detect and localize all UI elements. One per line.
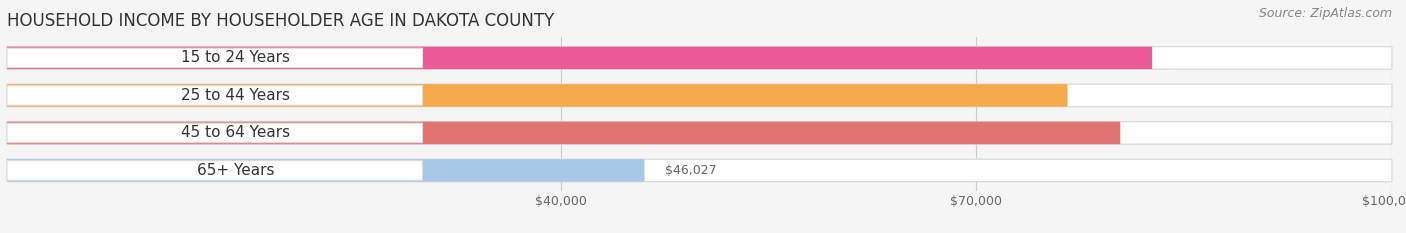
Text: 15 to 24 Years: 15 to 24 Years (181, 50, 290, 65)
FancyBboxPatch shape (7, 47, 1152, 69)
FancyBboxPatch shape (7, 123, 422, 143)
FancyBboxPatch shape (7, 161, 422, 180)
Text: HOUSEHOLD INCOME BY HOUSEHOLDER AGE IN DAKOTA COUNTY: HOUSEHOLD INCOME BY HOUSEHOLDER AGE IN D… (7, 12, 554, 30)
FancyBboxPatch shape (7, 84, 1067, 107)
Text: Source: ZipAtlas.com: Source: ZipAtlas.com (1258, 7, 1392, 20)
FancyBboxPatch shape (7, 86, 422, 105)
Text: 45 to 64 Years: 45 to 64 Years (181, 125, 290, 140)
Text: $80,386: $80,386 (1142, 127, 1192, 139)
FancyBboxPatch shape (7, 48, 422, 68)
FancyBboxPatch shape (7, 84, 1392, 107)
FancyBboxPatch shape (7, 159, 1392, 182)
FancyBboxPatch shape (7, 122, 1392, 144)
FancyBboxPatch shape (7, 122, 1121, 144)
FancyBboxPatch shape (7, 47, 1392, 69)
Text: 25 to 44 Years: 25 to 44 Years (181, 88, 290, 103)
Text: 65+ Years: 65+ Years (197, 163, 274, 178)
Text: $46,027: $46,027 (665, 164, 717, 177)
FancyBboxPatch shape (7, 159, 644, 182)
Text: $82,687: $82,687 (1173, 51, 1225, 64)
Text: $76,569: $76,569 (1088, 89, 1140, 102)
